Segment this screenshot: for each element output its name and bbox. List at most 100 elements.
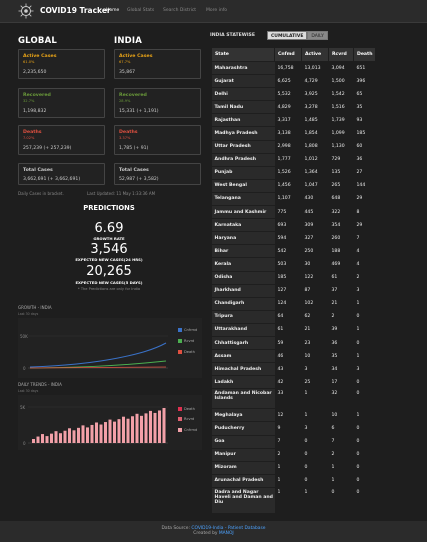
death-cell: 1 <box>353 323 376 337</box>
virus-logo-icon <box>18 3 34 19</box>
table-row: Chhattisgarh 59 23 36 0 <box>211 336 376 351</box>
recovered-cell: 265 <box>328 179 354 193</box>
brand-title[interactable]: COVID19 Tracker <box>40 6 111 15</box>
recovered-cell: 188 <box>328 244 354 259</box>
death-cell: 29 <box>353 192 376 207</box>
table-row: Chandigarh 124 102 21 1 <box>211 297 376 311</box>
confirmed-cell: 6,625 <box>274 74 302 89</box>
footer: Data Source: COVID19-India - Patient Dat… <box>0 521 427 542</box>
recovered-cell: 648 <box>328 192 354 207</box>
col-active[interactable]: Active <box>301 47 329 62</box>
confirmed-cell: 693 <box>274 218 302 233</box>
recovered-cell: 17 <box>328 375 354 390</box>
recovered-cell: 1,739 <box>328 113 354 128</box>
active-cell: 3,925 <box>301 87 329 102</box>
y-tick-top: 50K <box>20 334 28 339</box>
card-percent: 7.02% <box>23 136 35 140</box>
confirmed-cell: 4,829 <box>274 100 302 115</box>
state-cell: Uttar Pradesh <box>211 140 275 154</box>
col-recovered[interactable]: Rcvrd <box>328 47 354 62</box>
daily-bar <box>104 422 107 443</box>
daily-chart-title: DAILY TRENDS - INDIA <box>18 382 62 387</box>
active-cell: 1,854 <box>301 126 329 141</box>
table-row: Telangana 1,107 430 648 29 <box>211 192 376 207</box>
state-cell: Rajasthan <box>211 113 275 128</box>
death-cell: 60 <box>353 140 376 154</box>
nav-global-stats[interactable]: Global Stats <box>127 8 155 13</box>
confirmed-cell: 2 <box>274 448 302 462</box>
recovered-cell: 2 <box>328 310 354 324</box>
table-row: Mizoram 1 0 1 0 <box>211 461 376 475</box>
death-cell: 7 <box>353 231 376 246</box>
table-row: Tripura 64 62 2 0 <box>211 310 376 324</box>
death-cell: 0 <box>353 435 376 449</box>
tab-cumulative[interactable]: CUMULATIVE <box>267 31 308 40</box>
recovered-cell: 35 <box>328 349 354 364</box>
author-link[interactable]: MANOJ <box>218 531 234 536</box>
confirmed-cell: 1 <box>274 474 302 488</box>
legend-death[interactable]: Death <box>178 350 195 354</box>
confirmed-cell: 542 <box>274 244 302 259</box>
daily-bar <box>41 434 44 443</box>
statewise-table-body: Maharashtra 16,758 13,013 3,094 651 Gujarat 6,… <box>211 61 376 514</box>
daily-chart-svg: 5K 0 <box>20 405 168 446</box>
confirmed-cell: 46 <box>274 349 302 364</box>
active-cell: 1,808 <box>301 140 329 154</box>
table-row: Karnataka 693 309 354 29 <box>211 218 376 233</box>
legend-death[interactable]: Death <box>178 407 195 411</box>
nav-home[interactable]: Home <box>106 8 120 13</box>
recovered-cell: 322 <box>328 205 354 220</box>
state-cell: Andhra Pradesh <box>211 153 275 167</box>
y-tick-bottom: 0 <box>23 366 26 371</box>
table-row: Puducherry 9 3 6 0 <box>211 421 376 436</box>
card-value: 52,987 (+ 3,582) <box>119 177 159 182</box>
table-row: Maharashtra 16,758 13,013 3,094 651 <box>211 61 376 76</box>
death-cell: 0 <box>353 421 376 436</box>
credits-line: Created by MANOJ <box>0 531 427 536</box>
death-cell: 93 <box>353 113 376 128</box>
recovered-cell: 1,542 <box>328 87 354 102</box>
confirmed-cell: 185 <box>274 271 302 285</box>
daily-bar <box>135 413 139 443</box>
predictions-disclaimer: * The Predictions are only for India <box>77 287 141 291</box>
card-value: 3,662,691 (+ 3,662,691) <box>23 177 81 182</box>
recovered-cell: 6 <box>328 421 354 436</box>
col-confirmed[interactable]: Cnfmd <box>274 47 302 62</box>
col-death[interactable]: Death <box>353 47 376 62</box>
state-cell: Puducherry <box>211 421 275 436</box>
death-cell: 1 <box>353 349 376 364</box>
growth-chart-title: GROWTH - INDIA <box>18 305 52 310</box>
recovered-cell: 729 <box>328 153 354 167</box>
daily-bar <box>36 436 40 443</box>
active-cell: 3,278 <box>301 100 329 115</box>
card-value: 15,331 (+ 1,191) <box>119 109 159 114</box>
y-tick-top: 5K <box>20 405 26 410</box>
nav-search-district[interactable]: Search District <box>163 8 197 13</box>
active-cell: 102 <box>301 297 329 311</box>
death-cell: 0 <box>353 487 376 514</box>
active-cell: 1 <box>301 487 329 514</box>
global-title: GLOBAL <box>18 36 57 46</box>
tab-daily[interactable]: DAILY <box>307 31 328 40</box>
legend-confirmed[interactable]: Cnfrmd <box>178 328 197 332</box>
active-cell: 0 <box>301 474 329 488</box>
confirmed-cell: 5,532 <box>274 87 302 102</box>
table-row: Haryana 594 327 260 7 <box>211 231 376 246</box>
global-deaths-card: Deaths 7.02% 257,239 (+ 257,239) <box>18 125 105 155</box>
confirmed-cell: 1,526 <box>274 166 302 180</box>
growth-chart: 50K 0 Cnfrmd Rcvrd Death <box>18 318 202 378</box>
legend-recovered[interactable]: Rcvrd <box>178 339 194 343</box>
new-cases-24h-label: EXPECTED NEW CASES(24 HRS) <box>75 257 143 262</box>
col-state[interactable]: State <box>211 47 275 62</box>
confirmed-cell: 1,107 <box>274 192 302 207</box>
state-cell: Ladakh <box>211 375 275 390</box>
legend-recovered[interactable]: Rcvrd <box>178 417 194 421</box>
state-cell: Madhya Pradesh <box>211 126 275 141</box>
active-cell: 1,485 <box>301 113 329 128</box>
card-value: 257,239 (+ 257,239) <box>23 146 72 151</box>
data-source-link[interactable]: COVID19-India - Patient Database <box>191 526 266 531</box>
nav-more-info[interactable]: More info <box>206 8 228 13</box>
daily-bar <box>99 424 103 443</box>
legend-confirmed[interactable]: Cnfrmd <box>178 428 197 432</box>
daily-bar <box>122 416 125 443</box>
